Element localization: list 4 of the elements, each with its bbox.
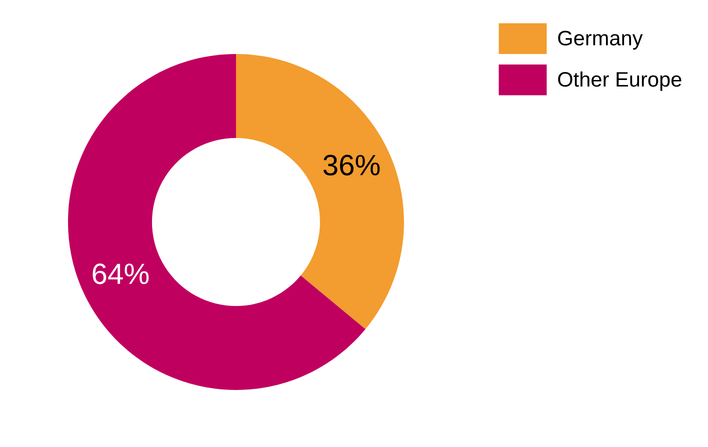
legend-label: Other Europe (558, 71, 682, 91)
data-label: 36% (323, 154, 380, 176)
legend-label: Germany (558, 30, 643, 50)
data-label: 64% (92, 264, 149, 284)
